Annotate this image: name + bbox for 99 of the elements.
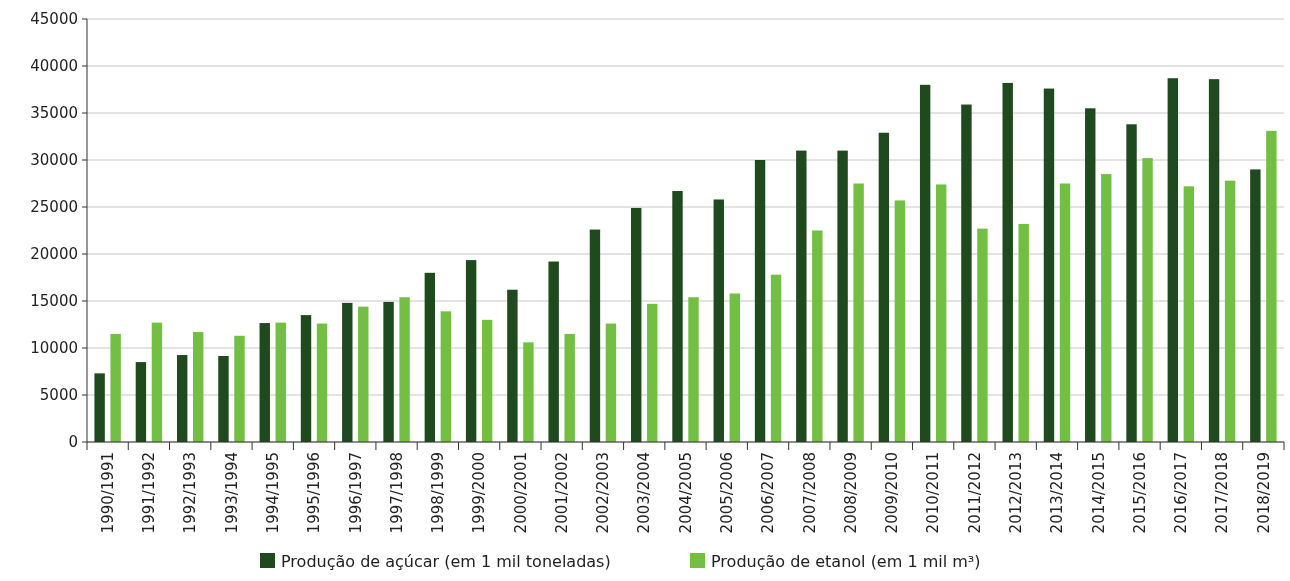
y-tick-label: 25000 bbox=[30, 198, 78, 217]
bar bbox=[358, 306, 369, 442]
x-tick-label: 1993/1994 bbox=[222, 452, 241, 534]
bar bbox=[688, 297, 699, 442]
bar bbox=[424, 272, 436, 442]
bar bbox=[135, 362, 147, 442]
bar bbox=[1208, 79, 1220, 442]
x-tick-label: 1998/1999 bbox=[429, 452, 448, 534]
x-tick-label: 1995/1996 bbox=[305, 452, 324, 534]
bar bbox=[110, 333, 121, 442]
bar bbox=[1250, 169, 1261, 442]
bar bbox=[440, 311, 452, 442]
bar bbox=[1101, 174, 1112, 442]
bar bbox=[218, 355, 229, 442]
x-tick-label: 2010/2011 bbox=[924, 452, 943, 534]
bar bbox=[672, 191, 683, 442]
bar bbox=[192, 332, 204, 442]
bar bbox=[1043, 88, 1055, 442]
bar bbox=[234, 335, 245, 442]
bar bbox=[1266, 130, 1277, 442]
y-tick-label: 40000 bbox=[30, 57, 78, 76]
bar bbox=[894, 200, 906, 442]
legend-label: Produção de açúcar (em 1 mil toneladas) bbox=[281, 551, 611, 571]
bar bbox=[919, 84, 931, 442]
bar bbox=[275, 322, 286, 442]
bar bbox=[878, 132, 890, 442]
x-tick-label: 2012/2013 bbox=[1006, 452, 1025, 534]
bar bbox=[548, 261, 559, 442]
bar bbox=[812, 230, 823, 442]
bar bbox=[94, 373, 105, 442]
bar bbox=[770, 274, 782, 442]
x-tick-label: 1994/1995 bbox=[263, 452, 282, 534]
x-tick-label: 1997/1998 bbox=[387, 452, 406, 534]
x-tick-label: 2001/2002 bbox=[552, 452, 571, 534]
y-tick-label: 10000 bbox=[30, 339, 78, 358]
bar bbox=[176, 355, 188, 442]
bar bbox=[523, 342, 534, 442]
bar bbox=[1018, 223, 1029, 442]
x-tick-label: 2018/2019 bbox=[1254, 452, 1273, 534]
bar bbox=[481, 319, 493, 442]
bar bbox=[342, 302, 353, 442]
bar bbox=[465, 260, 477, 442]
x-tick-label: 2014/2015 bbox=[1089, 452, 1108, 534]
y-tick-label: 35000 bbox=[30, 104, 78, 123]
x-tick-label: 1990/1991 bbox=[98, 452, 117, 534]
x-tick-label: 2011/2012 bbox=[965, 452, 984, 534]
bar bbox=[316, 323, 328, 442]
bar bbox=[1002, 82, 1013, 442]
bar bbox=[935, 184, 947, 442]
x-tick-label: 2006/2007 bbox=[759, 452, 778, 534]
bar bbox=[151, 322, 163, 442]
bar bbox=[1142, 158, 1153, 442]
x-tick-label: 1996/1997 bbox=[346, 452, 365, 534]
bar bbox=[259, 323, 270, 442]
bar bbox=[507, 289, 518, 442]
bar bbox=[564, 333, 575, 442]
x-tick-label: 2004/2005 bbox=[676, 452, 695, 534]
bar bbox=[383, 301, 394, 442]
bar bbox=[853, 183, 864, 442]
x-tick-label: 2008/2009 bbox=[841, 452, 860, 534]
x-tick-label: 2007/2008 bbox=[800, 452, 819, 534]
bar bbox=[977, 228, 988, 442]
bar bbox=[837, 150, 848, 442]
bar bbox=[1183, 186, 1195, 442]
bar bbox=[1085, 108, 1096, 442]
bar bbox=[399, 297, 410, 442]
x-tick-label: 1999/2000 bbox=[470, 452, 489, 534]
x-tick-label: 2017/2018 bbox=[1213, 452, 1232, 534]
bar bbox=[300, 315, 312, 442]
x-tick-label: 2015/2016 bbox=[1130, 452, 1149, 534]
bar bbox=[754, 160, 766, 442]
legend-label: Produção de etanol (em 1 mil m³) bbox=[711, 551, 981, 571]
y-tick-label: 20000 bbox=[30, 245, 78, 264]
x-tick-label: 1992/1993 bbox=[181, 452, 200, 534]
x-tick-label: 2002/2003 bbox=[594, 452, 613, 534]
x-tick-label: 2009/2010 bbox=[883, 452, 902, 534]
x-tick-label: 2013/2014 bbox=[1048, 452, 1067, 534]
x-tick-label: 1991/1992 bbox=[140, 452, 159, 534]
bar bbox=[713, 199, 724, 442]
bar bbox=[1224, 180, 1236, 442]
bar bbox=[589, 229, 601, 442]
y-tick-label: 30000 bbox=[30, 151, 78, 170]
bar bbox=[647, 303, 658, 442]
bar bbox=[729, 293, 740, 442]
bar bbox=[1167, 78, 1179, 442]
x-tick-label: 2016/2017 bbox=[1172, 452, 1191, 534]
bar bbox=[1126, 124, 1137, 442]
bar bbox=[631, 207, 642, 442]
y-tick-label: 45000 bbox=[30, 10, 78, 29]
bar bbox=[605, 323, 617, 442]
x-tick-label: 2003/2004 bbox=[635, 452, 654, 534]
x-tick-label: 2005/2006 bbox=[718, 452, 737, 534]
y-tick-label: 15000 bbox=[30, 292, 78, 311]
bar bbox=[1059, 183, 1071, 442]
bar bbox=[796, 150, 807, 442]
y-tick-label: 5000 bbox=[39, 386, 78, 405]
x-tick-label: 2000/2001 bbox=[511, 452, 530, 534]
bar bbox=[961, 104, 972, 442]
y-tick-label: 0 bbox=[68, 433, 78, 452]
